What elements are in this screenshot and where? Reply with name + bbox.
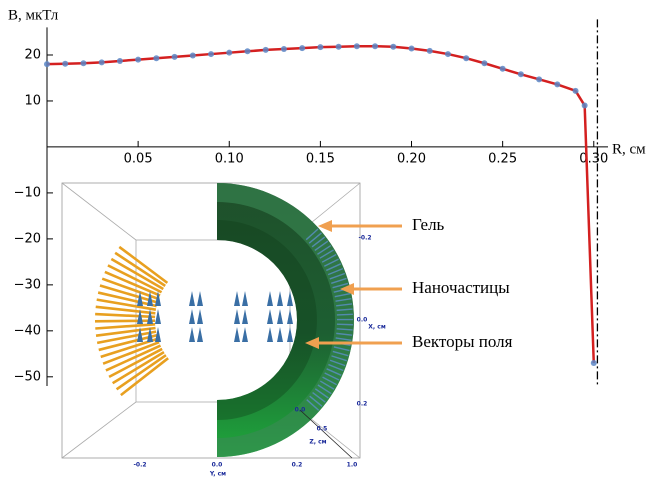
data-point [481,60,487,66]
data-point [153,55,159,61]
y-tick-label: −30 [14,277,41,292]
chart: B, мкТл R, см −50 −40 −30 −20 −10 10 20 0.05 0.1… [0,0,663,481]
inset-label: 0.5 [317,426,328,433]
data-point [317,44,323,50]
inset-label: -0.2 [358,235,371,242]
inset-label: 0.2 [357,401,368,408]
data-point [263,47,269,53]
x-tick-label: 0.25 [488,151,517,166]
data-point [208,51,214,57]
y-axis-label: B, мкТл [8,7,59,23]
x-tick-label: 0.15 [306,151,335,166]
y-tick-label: 10 [24,93,41,108]
data-point [62,61,68,67]
data-point [463,55,469,61]
inset-label: 1.0 [347,462,358,469]
x-tick-label: 0.20 [397,151,426,166]
x-tick-label: 0.30 [579,151,608,166]
data-point [226,50,232,56]
data-point [372,43,378,49]
data-point [500,66,506,72]
inset-label: Y, см [209,471,226,478]
data-point [190,52,196,58]
annotation: Наночастицы [412,278,510,297]
data-point [554,81,560,87]
inset-label: 0.0 [357,317,368,324]
y-tick-label: −10 [14,185,41,200]
data-point [299,45,305,51]
inset-label: -0.2 [133,462,146,469]
data-point [409,46,415,52]
y-tick-label: 20 [24,47,41,62]
data-point [80,60,86,66]
data-point [244,48,250,54]
x-tick-label: 0.10 [215,151,244,166]
coil-wire [95,321,155,322]
data-point [336,44,342,50]
data-point [44,61,50,67]
nanoparticle [337,314,353,315]
x-axis-label: R, см [612,141,646,157]
x-tick-label: 0.05 [124,151,153,166]
inset-label: Z, см [309,439,326,446]
y-tick-label: −50 [14,369,41,384]
data-point [591,360,597,366]
data-point [536,76,542,82]
data-point [99,59,105,65]
y-tick-label: −40 [14,323,41,338]
data-point [281,46,287,52]
data-point [354,43,360,49]
data-point [582,103,588,109]
nanoparticle [337,324,353,325]
data-point [390,44,396,50]
inset-label: 0.0 [295,407,306,414]
data-point [117,58,123,64]
annotation: Гель [412,215,445,234]
data-point [172,54,178,60]
y-tick-label: −20 [14,231,41,246]
inset-label: 0.0 [212,462,223,469]
data-point [135,57,141,63]
annotation: Векторы поля [412,332,513,351]
data-point [573,88,579,94]
data-point [445,51,451,57]
data-point [427,48,433,54]
inset-label: 0.2 [292,462,303,469]
inset-label: X, см [368,324,386,331]
data-point [518,71,524,77]
page: {"chart_data": {"type": "line", "y_label… [0,0,663,486]
